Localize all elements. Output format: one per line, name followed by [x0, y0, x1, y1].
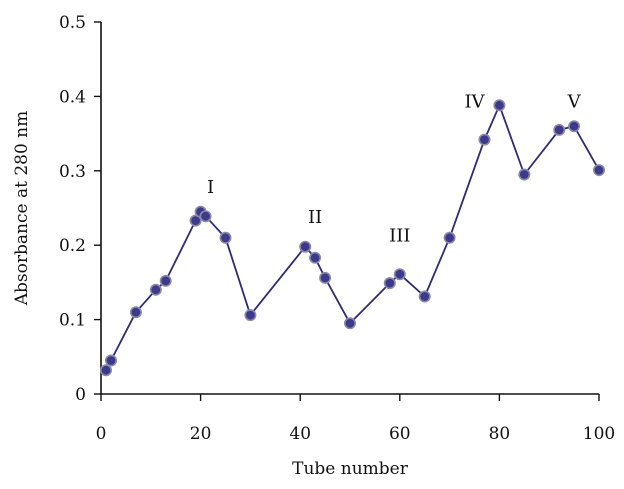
data-point: [553, 123, 566, 136]
data-point: [478, 133, 491, 146]
data-point: [219, 231, 232, 244]
y-axis-title: Absorbance at 280 nm: [12, 111, 32, 307]
y-tick-label: 0.3: [59, 162, 86, 182]
x-tick-label: 60: [389, 424, 411, 444]
peak-label: II: [308, 207, 322, 228]
x-tick-label: 0: [96, 424, 107, 444]
data-point: [299, 240, 312, 253]
data-point: [393, 268, 406, 281]
data-point: [100, 364, 113, 377]
data-point: [418, 290, 431, 303]
y-tick-label: 0: [75, 385, 86, 405]
x-tick-label: 20: [190, 424, 212, 444]
data-point: [309, 251, 322, 264]
data-point: [129, 306, 142, 319]
peak-label: IV: [464, 92, 485, 113]
y-tick-label: 0.4: [59, 87, 86, 107]
x-tick-label: 100: [583, 424, 615, 444]
data-point: [244, 309, 257, 322]
y-tick-label: 0.5: [59, 13, 86, 33]
data-point: [383, 277, 396, 290]
data-point: [149, 283, 162, 296]
data-point: [568, 120, 581, 133]
data-point: [189, 214, 202, 227]
data-points: [100, 99, 605, 377]
data-point: [343, 317, 356, 330]
y-tick-label: 0.1: [59, 311, 86, 331]
data-point: [518, 168, 531, 181]
data-point: [199, 210, 212, 223]
data-point: [319, 271, 332, 284]
data-point: [159, 274, 172, 287]
peak-label: V: [567, 92, 582, 113]
data-point: [443, 231, 456, 244]
series-line: [105, 104, 600, 371]
y-tick-label: 0.2: [59, 236, 86, 256]
data-point: [105, 354, 118, 367]
data-point: [592, 164, 605, 177]
x-axis-title: Tube number: [292, 459, 409, 479]
axes: [100, 22, 599, 395]
peak-label: I: [207, 177, 214, 198]
data-point: [493, 99, 506, 112]
ticks: 0 0.1 0.2 0.3 0.4 0.5 0 20 40 60 80 100: [59, 13, 615, 444]
peak-label: III: [389, 226, 410, 247]
series-line-group: [105, 104, 600, 371]
x-tick-label: 40: [289, 424, 311, 444]
x-tick-label: 80: [489, 424, 511, 444]
